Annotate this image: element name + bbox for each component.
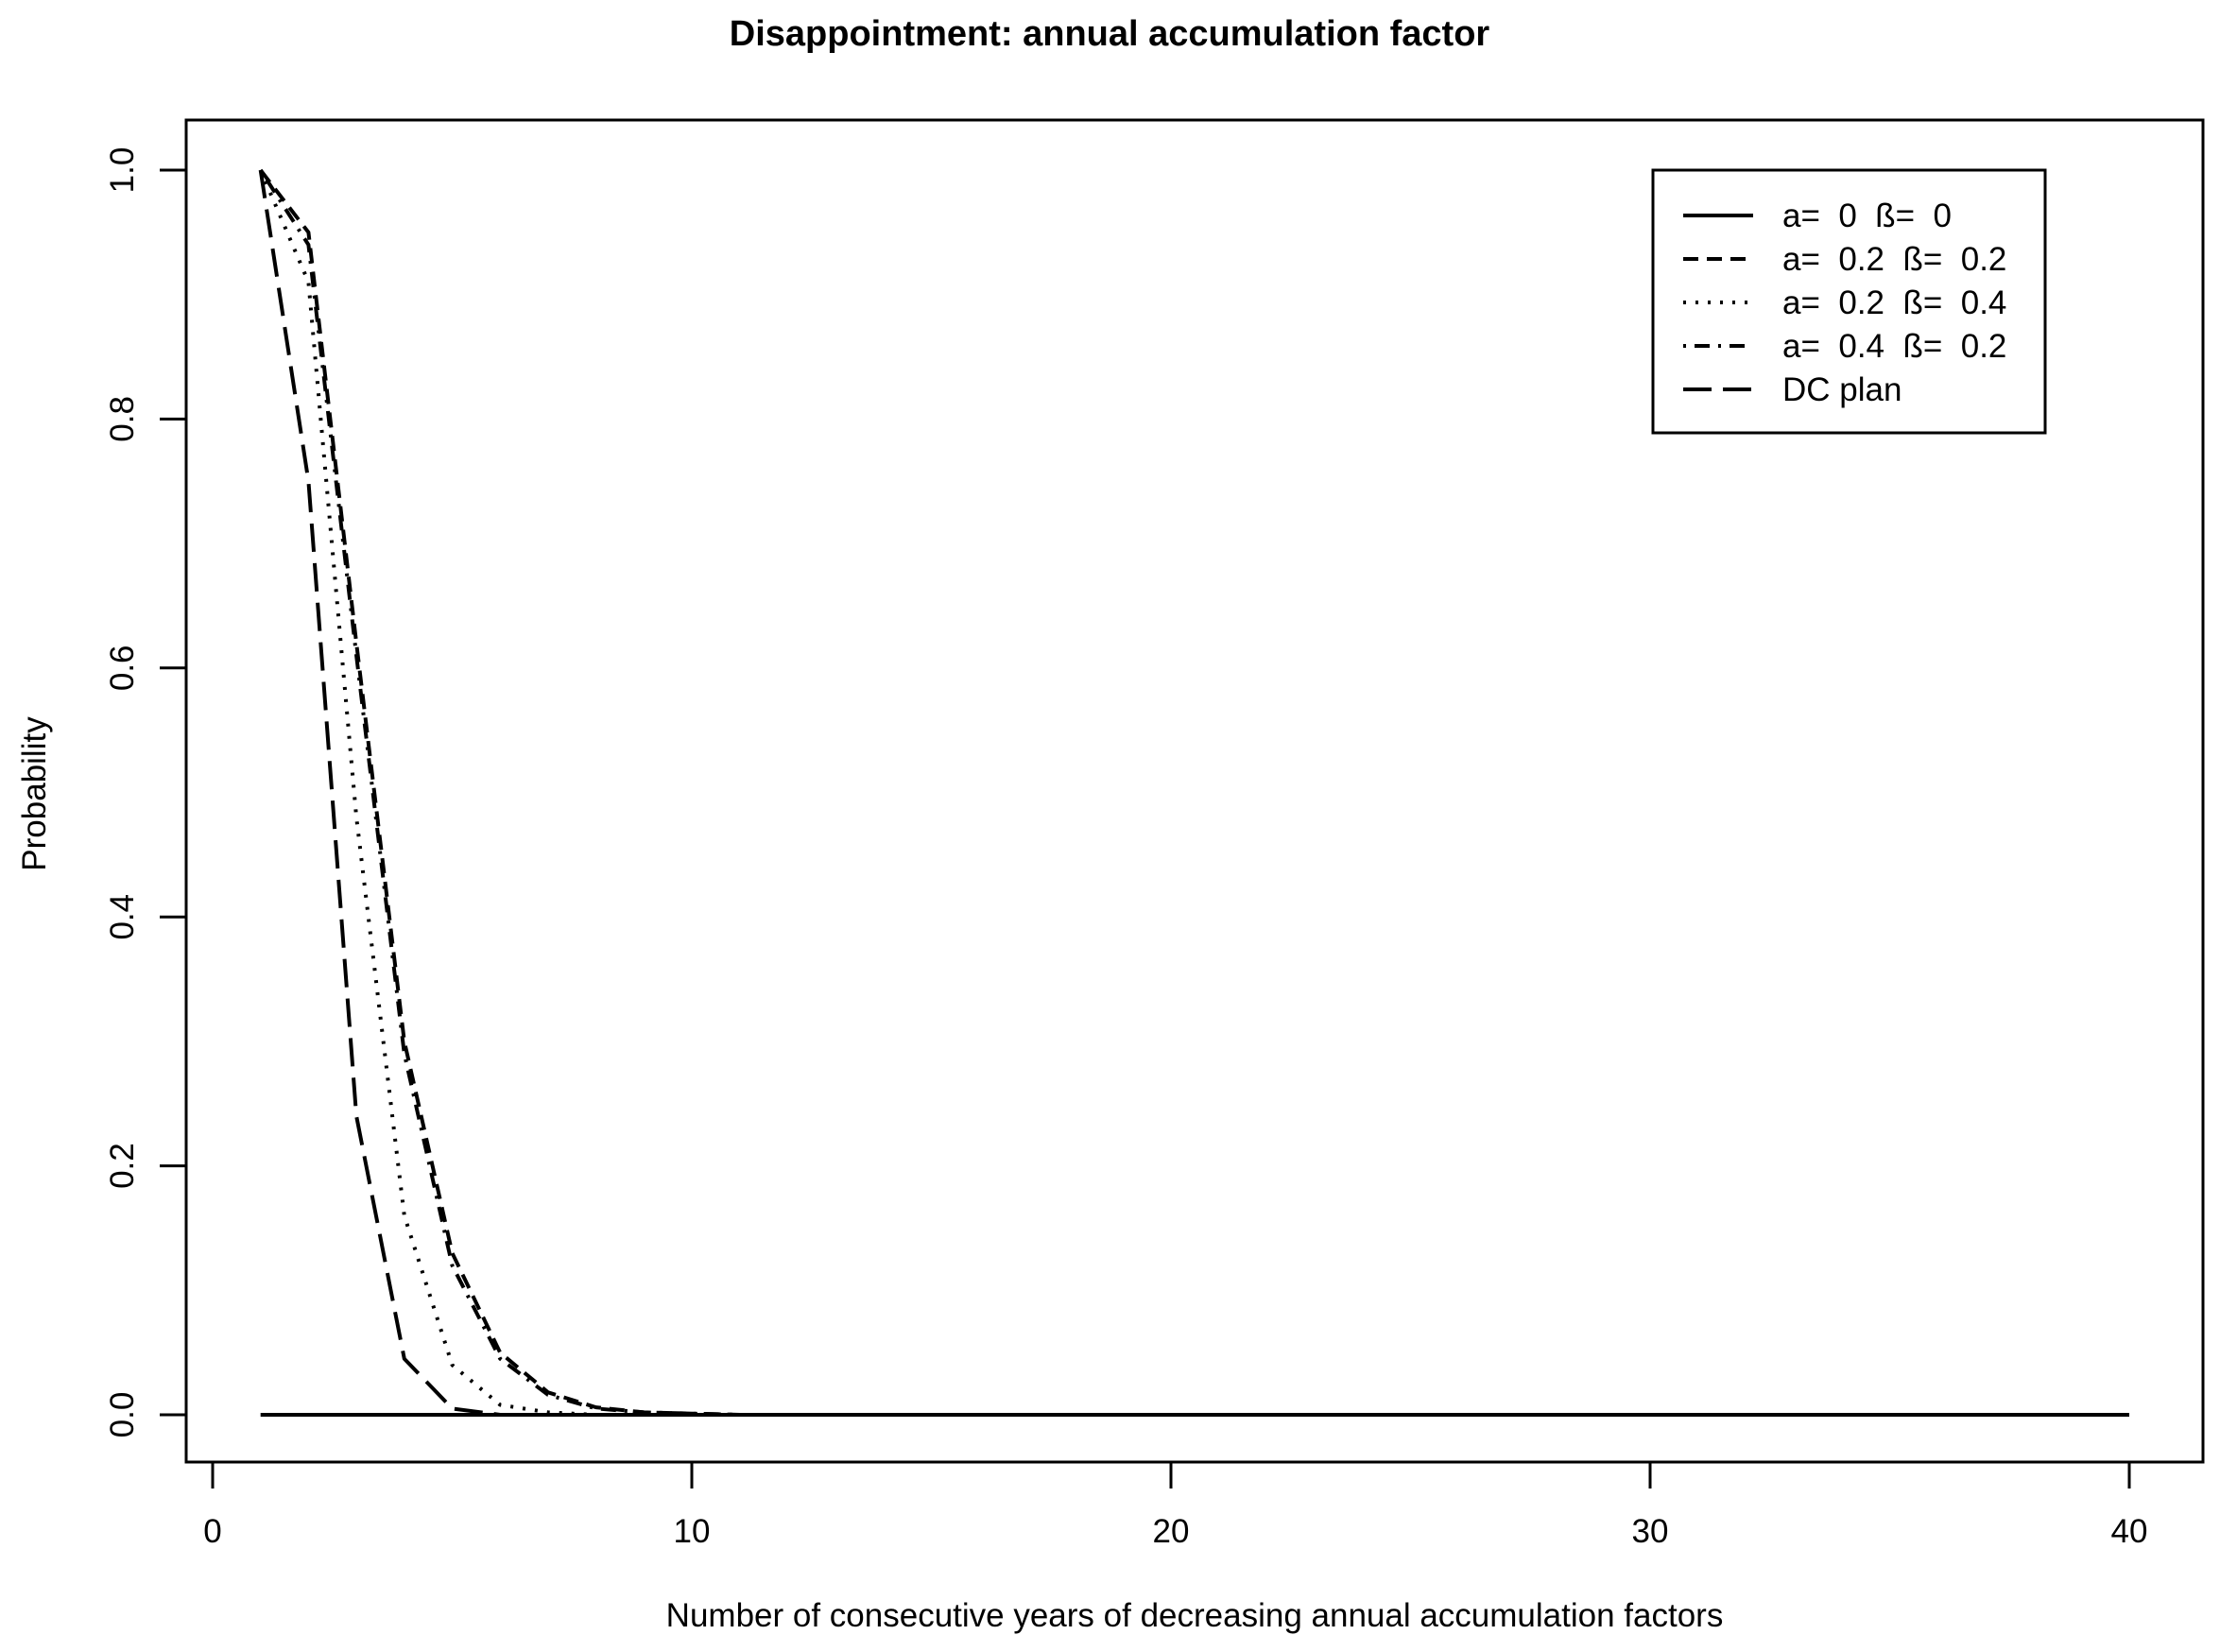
legend-label-0: a= 0 ß= 0 bbox=[1782, 198, 1952, 234]
series-layer bbox=[258, 168, 2129, 1417]
legend: a= 0 ß= 0 a= 0.2 ß= 0.2 a= 0.2 ß= 0.4 a= 0.… bbox=[1651, 168, 2047, 435]
x-tick-label: 10 bbox=[674, 1513, 711, 1550]
y-tick-label: 0.2 bbox=[104, 1143, 141, 1189]
legend-label-2: a= 0.2 ß= 0.4 bbox=[1782, 284, 2006, 321]
x-axis-label: Number of consecutive years of decreasin… bbox=[666, 1597, 1724, 1634]
x-tick-label: 20 bbox=[1153, 1513, 1190, 1550]
x-axis: 0 10 20 30 40 bbox=[203, 1460, 2148, 1550]
x-tick-label: 0 bbox=[203, 1513, 221, 1550]
y-tick-label: 0.6 bbox=[104, 645, 141, 691]
y-tick-label: 1.0 bbox=[104, 147, 141, 194]
y-axis-label: Probability bbox=[16, 716, 53, 871]
x-tick-label: 40 bbox=[2111, 1513, 2148, 1550]
y-axis: 0.0 0.2 0.4 0.6 0.8 1.0 bbox=[104, 147, 188, 1438]
chart-title: Disappointment: annual accumulation fact… bbox=[730, 14, 1490, 54]
x-tick-label: 30 bbox=[1632, 1513, 1669, 1550]
legend-label-3: a= 0.4 ß= 0.2 bbox=[1782, 328, 2006, 365]
legend-label-4: DC plan bbox=[1782, 371, 1902, 408]
y-tick-label: 0.8 bbox=[104, 396, 141, 442]
y-tick-label: 0.0 bbox=[104, 1392, 141, 1438]
y-tick-label: 0.4 bbox=[104, 894, 141, 940]
legend-label-1: a= 0.2 ß= 0.2 bbox=[1782, 241, 2006, 278]
